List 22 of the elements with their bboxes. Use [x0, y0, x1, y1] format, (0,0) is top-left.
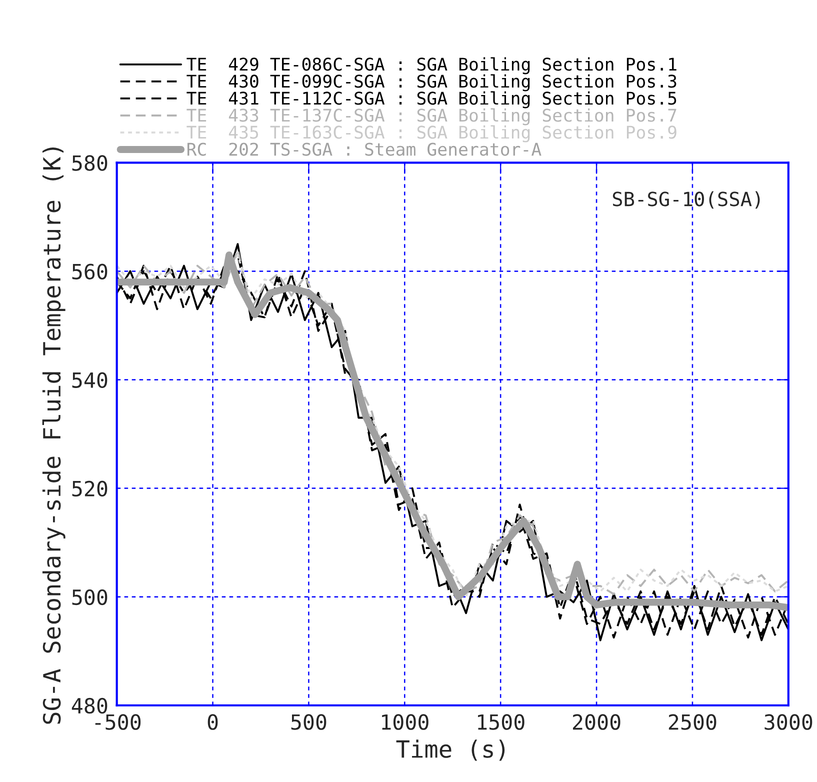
- y-tick-label: 560: [72, 264, 108, 280]
- legend-label: TE 429 TE-086C-SGA : SGA Boiling Section Pos.1: [186, 57, 676, 74]
- legend-label: TE 433 TE-137C-SGA : SGA Boiling Section Pos.7: [186, 108, 676, 126]
- legend-label: TE 430 TE-099C-SGA : SGA Boiling Section Pos.3: [186, 74, 676, 92]
- legend-label: RC 202 TS-SGA : Steam Generator-A: [187, 142, 542, 156]
- x-tick-label: 0: [208, 714, 218, 730]
- y-tick-label: 500: [72, 589, 108, 606]
- x-tick-label: 3000: [764, 714, 812, 730]
- y-tick-label: 540: [72, 372, 108, 388]
- y-tick-label: 580: [72, 155, 108, 171]
- legend-label: TE 431 TE-112C-SGA : SGA Boiling Section Pos.5: [186, 91, 676, 108]
- annotation: SB-SG-10(SSA): [612, 191, 760, 209]
- x-tick-label: 1500: [478, 714, 524, 730]
- y-axis-title: SG-A Secondary-side Fluid Temperature (K): [42, 148, 66, 724]
- x-tick-label: 1000: [382, 714, 428, 730]
- y-tick-label: 480: [72, 698, 108, 714]
- x-axis-title: Time (s): [396, 740, 505, 761]
- x-tick-label: 2000: [572, 714, 620, 730]
- x-tick-label: 500: [291, 714, 326, 730]
- y-tick-label: 520: [72, 480, 108, 497]
- x-tick-label: -500: [95, 714, 141, 730]
- x-tick-label: 2500: [668, 714, 716, 730]
